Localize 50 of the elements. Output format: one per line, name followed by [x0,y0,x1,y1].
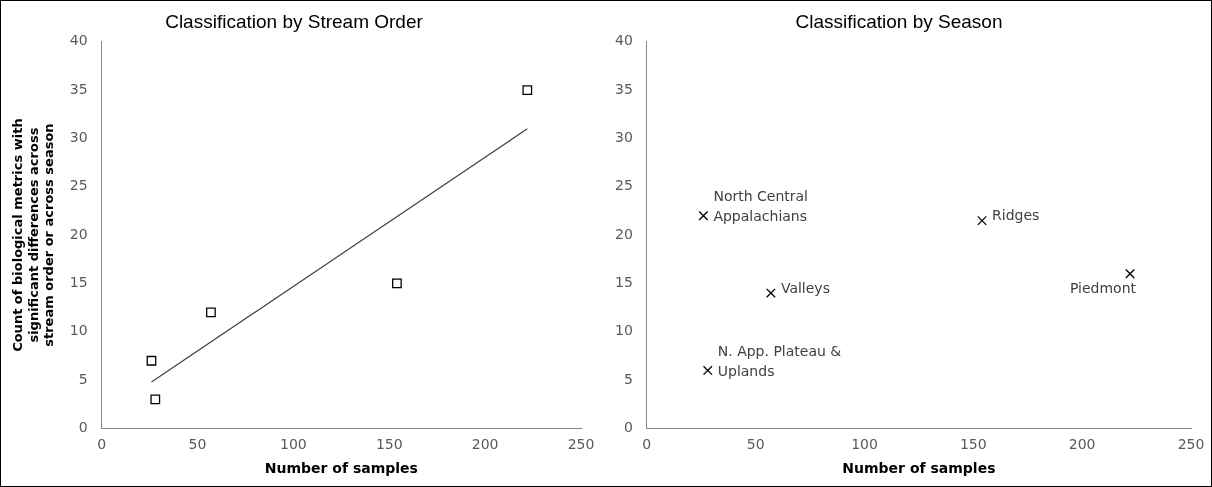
annotation: North Central Appalachians [713,188,808,225]
x-tick-label: 150 [959,436,987,453]
y-tick-label: 40 [614,32,633,49]
y-tick-label: 5 [78,370,88,387]
annotation: Valleys [780,279,830,296]
point [702,365,713,376]
point [206,307,216,318]
point [522,85,533,96]
point [698,210,709,221]
y-tick-label: 30 [614,129,633,146]
x-axis-title: Number of samples [264,460,418,477]
y-axis-title: Count of biological metrics with significant differences across stream order or across season [10,118,57,352]
annotation: N. App. Plateau & Uplands [717,343,842,380]
y-tick-label: 20 [614,225,633,242]
annotation: Piedmont [1069,280,1137,297]
y-tick-label: 0 [78,419,88,436]
x-axis-title: Number of samples [842,460,996,477]
y-tick-label: 15 [614,274,633,291]
x-tick-label: 0 [642,436,652,453]
y-tick-label: 25 [614,177,633,194]
chart-title: Classification by Stream Order [165,10,424,32]
y-tick-label: 30 [69,129,88,146]
y-tick-label: 35 [69,80,88,97]
point [392,278,402,289]
x-tick-label: 100 [851,436,878,453]
x-tick-label: 150 [375,436,403,453]
annotation: Ridges [992,207,1040,224]
point [1125,268,1135,279]
x-tick-label: 250 [1177,436,1205,453]
x-tick-label: 200 [471,436,499,453]
y-tick-label: 10 [614,322,633,339]
x-tick-label: 0 [97,436,107,453]
x-tick-label: 200 [1068,436,1096,453]
y-tick-label: 35 [614,80,633,97]
point [146,355,157,366]
y-tick-label: 0 [623,419,633,436]
x-tick-label: 50 [188,436,207,453]
x-tick-label: 50 [746,436,765,453]
y-tick-label: 5 [623,370,633,387]
point [977,215,987,226]
y-tick-label: 15 [69,274,88,291]
y-tick-label: 40 [69,32,88,49]
point [766,288,776,298]
point [150,394,161,405]
y-tick-label: 10 [69,322,88,339]
x-tick-label: 250 [567,436,595,453]
y-tick-label: 20 [69,225,88,242]
x-tick-label: 100 [280,436,307,453]
y-tick-label: 25 [69,177,88,194]
chart-title: Classification by Season [795,10,1003,32]
